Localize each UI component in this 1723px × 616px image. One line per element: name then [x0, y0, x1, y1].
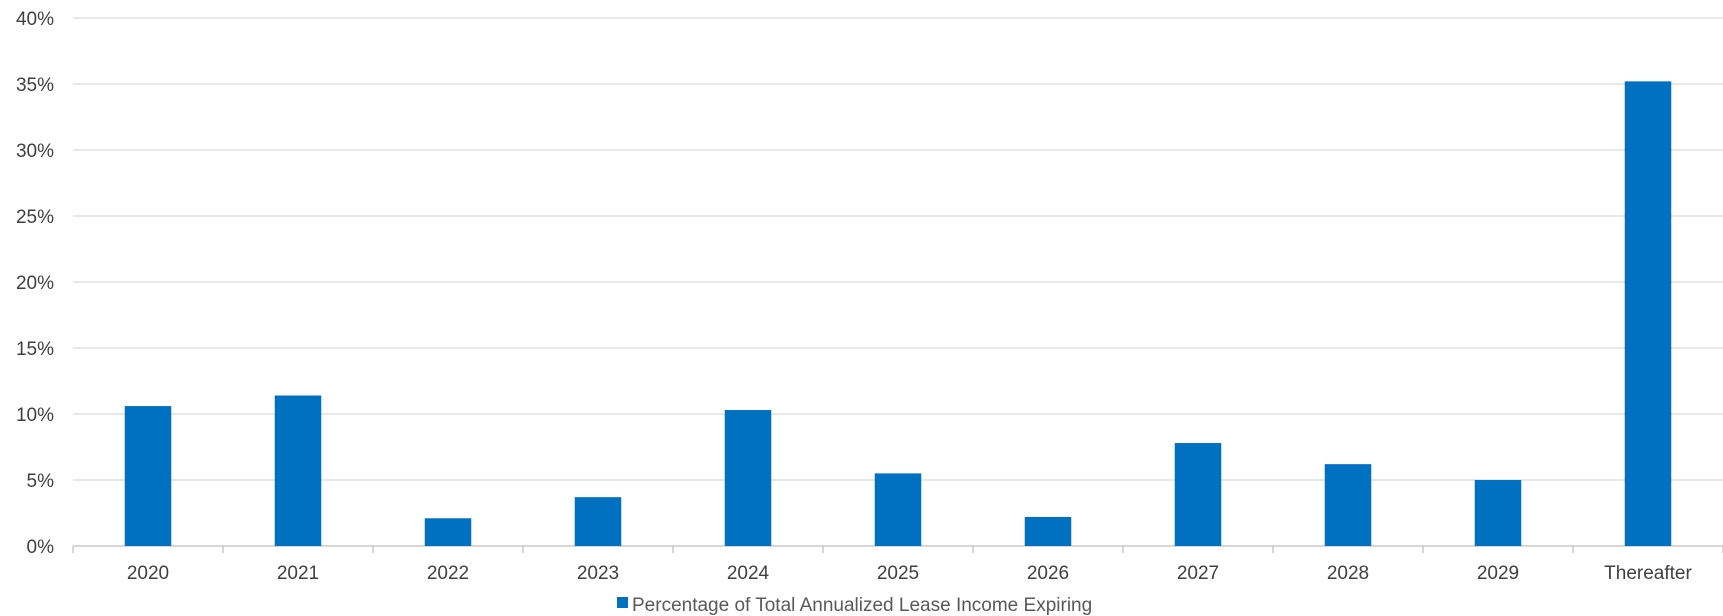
bar-2024	[724, 410, 772, 546]
x-tick-label: 2021	[277, 563, 319, 584]
legend: Percentage of Total Annualized Lease Inc…	[617, 595, 1092, 616]
bar-2021	[274, 395, 322, 546]
series-bars	[124, 81, 1672, 547]
x-tick-label: 2020	[127, 563, 169, 584]
x-tick-label: 2023	[577, 563, 619, 584]
bar-2020	[124, 406, 172, 546]
x-tick-label: 2029	[1477, 563, 1519, 584]
x-tick-label: 2028	[1327, 563, 1369, 584]
bar-2029	[1474, 480, 1522, 546]
bar-2026	[1024, 516, 1072, 546]
bar-2022	[424, 518, 472, 546]
y-tick-label: 20%	[16, 273, 54, 294]
y-tick-label: 15%	[16, 339, 54, 360]
legend-label: Percentage of Total Annualized Lease Inc…	[632, 595, 1092, 616]
bar-2027	[1174, 443, 1222, 546]
x-tick-label: 2024	[727, 563, 770, 584]
y-tick-label: 5%	[27, 471, 55, 492]
x-axis: 2020 2021 2022 2023 2024 2025 2026 2027 2028 2029…	[72, 546, 1723, 584]
y-tick-label: 35%	[16, 75, 54, 96]
y-tick-label: 30%	[16, 141, 54, 162]
y-tick-label: 40%	[16, 9, 54, 30]
bar-2025	[874, 473, 922, 546]
y-tick-label: 10%	[16, 405, 54, 426]
x-tick-label: 2026	[1027, 563, 1069, 584]
bar-thereafter	[1624, 81, 1672, 547]
bar-2023	[574, 497, 622, 546]
x-tick-label: Thereafter	[1604, 563, 1692, 584]
y-tick-label: 25%	[16, 207, 54, 228]
x-tick-label: 2022	[427, 563, 469, 584]
x-tick-label: 2027	[1177, 563, 1219, 584]
gridlines	[73, 17, 1723, 547]
legend-swatch	[617, 597, 628, 608]
y-axis: 0% 5% 10% 15% 20% 25% 30% 35% 40%	[16, 9, 54, 558]
x-tick-label: 2025	[877, 563, 919, 584]
y-tick-label: 0%	[27, 537, 55, 558]
bar-2028	[1324, 464, 1372, 546]
